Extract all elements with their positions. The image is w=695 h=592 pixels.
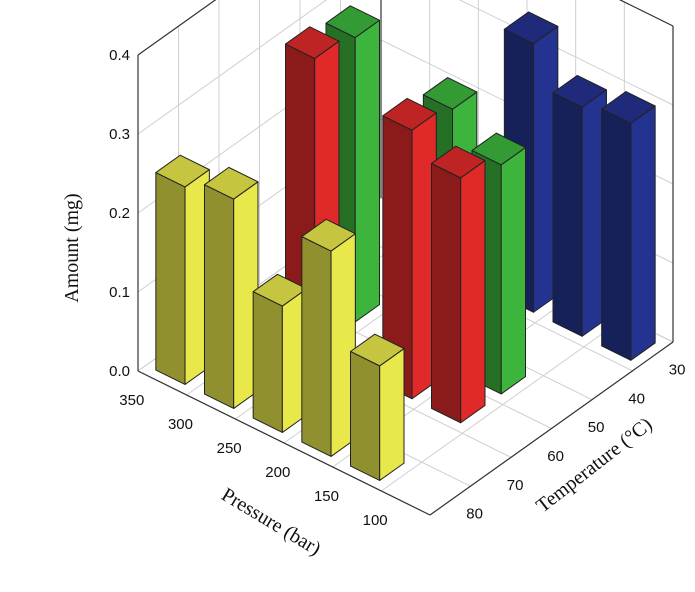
gridline: [137, 0, 328, 135]
z-tick-label: 0.1: [109, 284, 130, 301]
bar-face: [382, 97, 437, 131]
bar-face: [285, 26, 340, 59]
bar-face: [471, 132, 526, 166]
x-tick-label: 350: [119, 392, 144, 409]
y-tick-label: 60: [547, 448, 564, 465]
bar-face: [252, 273, 308, 307]
y-tick-label: 80: [466, 506, 483, 523]
x-tick-label: 100: [363, 512, 388, 529]
bar-face: [252, 291, 283, 433]
z-tick-label: 0.4: [109, 47, 130, 64]
bar-face: [350, 350, 381, 481]
bar-face: [431, 162, 462, 424]
bar-face: [552, 74, 607, 108]
z-tick-label: 0.2: [109, 205, 130, 222]
x-axis-label: Pressure (bar): [218, 484, 325, 560]
bar-face: [460, 160, 486, 424]
axis-line: [137, 0, 217, 56]
bar-face: [422, 77, 478, 110]
bar-face: [630, 105, 656, 361]
bar-face: [301, 236, 332, 457]
bar: [431, 145, 486, 424]
bar-face: [601, 108, 632, 361]
y-tick-label: 50: [588, 419, 605, 436]
bar-face: [379, 348, 405, 481]
bar: [382, 97, 437, 400]
bar-face: [500, 147, 526, 395]
bar: [204, 166, 259, 409]
axis-line: [429, 341, 674, 516]
x-tick-label: 200: [265, 464, 290, 481]
bar: [350, 333, 405, 481]
z-tick-label: 0.3: [109, 126, 130, 143]
bar: [252, 273, 308, 433]
x-tick-label: 300: [168, 416, 193, 433]
bar-face: [552, 92, 583, 337]
bar-face: [155, 172, 186, 385]
y-tick-label: 70: [507, 477, 524, 494]
bar-face: [350, 333, 405, 367]
bar-face: [301, 218, 356, 252]
bar-face: [601, 91, 656, 124]
x-tick-label: 250: [217, 440, 242, 457]
bar: [301, 218, 356, 457]
axis-line: [137, 370, 431, 516]
z-tick-label: 0.0: [109, 363, 130, 380]
bars-layer: [155, 5, 656, 481]
x-tick-label: 150: [314, 488, 339, 505]
bar: [601, 91, 656, 361]
axis-line: [618, 0, 674, 27]
bar-face: [155, 154, 210, 188]
bar: [155, 154, 210, 385]
bar-face: [503, 11, 559, 45]
bar: [552, 74, 607, 337]
gridline: [381, 317, 625, 492]
bar-face: [354, 19, 380, 323]
bar-face: [325, 5, 380, 39]
y-tick-label: 30: [669, 361, 686, 378]
bar-face: [431, 145, 486, 179]
bar-face: [204, 184, 235, 409]
y-tick-label: 40: [628, 390, 645, 407]
bar-face: [204, 166, 259, 200]
z-axis-label: Amount (mg): [61, 193, 83, 302]
